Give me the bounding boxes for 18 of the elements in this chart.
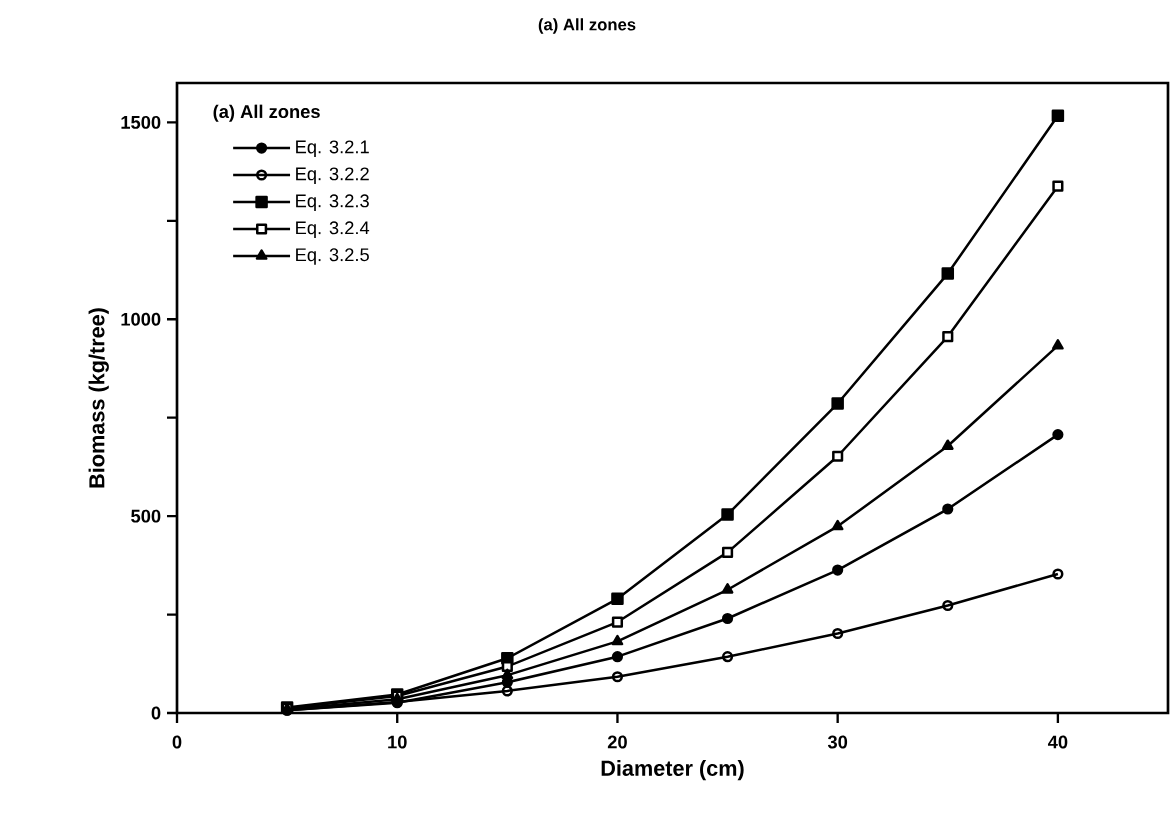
annotation: (a) All zones (213, 104, 320, 122)
x-tick-label: 40 (1047, 735, 1068, 749)
y-tick-label: 0 (151, 706, 161, 720)
legend-label: Eq. 3.2.2 (296, 167, 369, 184)
x-tick-label: 20 (607, 735, 627, 749)
x-tick-label: 0 (172, 735, 182, 749)
x-tick-label: 30 (827, 735, 848, 749)
y-tick-label: 500 (131, 509, 161, 523)
y-axis-title: Biomass (kg/tree) (88, 308, 109, 488)
y-tick-label: 1500 (121, 115, 161, 129)
y-tick-label: 1000 (121, 312, 161, 326)
x-tick-label: 10 (388, 735, 407, 749)
x-axis-title: Diameter (cm) (601, 760, 744, 781)
chart-title: (a) All zones (538, 18, 636, 34)
legend-label: Eq. 3.2.4 (296, 221, 370, 238)
legend-label: Eq. 3.2.1 (296, 140, 369, 157)
legend-label: Eq. 3.2.3 (296, 194, 369, 211)
legend-label: Eq. 3.2.5 (296, 248, 369, 265)
